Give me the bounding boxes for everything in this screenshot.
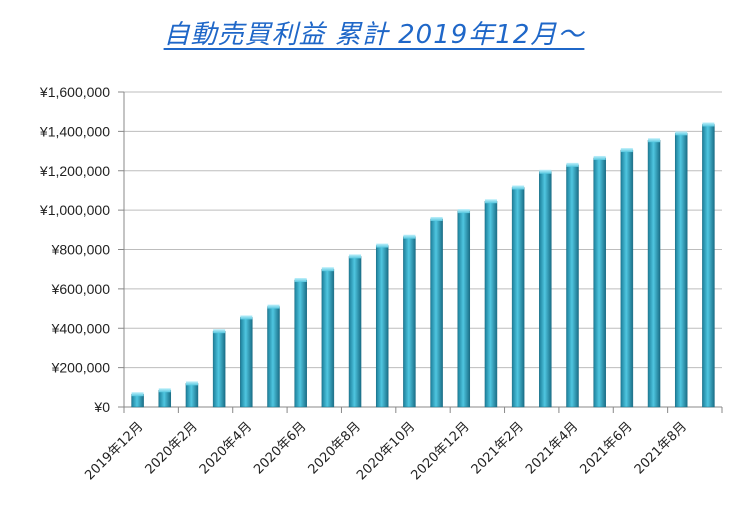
y-tick-label: ¥600,000 bbox=[51, 281, 111, 297]
y-tick-label: ¥0 bbox=[93, 399, 110, 415]
bar bbox=[702, 124, 715, 408]
bar-cap bbox=[484, 199, 497, 204]
bar-cap bbox=[294, 278, 307, 283]
bar bbox=[457, 210, 471, 408]
x-tick-label: 2020年2月 bbox=[143, 419, 201, 477]
bar bbox=[348, 256, 362, 408]
bar-cap bbox=[512, 185, 525, 190]
bar bbox=[620, 149, 634, 408]
y-tick-label: ¥1,400,000 bbox=[39, 123, 110, 139]
y-tick-label: ¥1,000,000 bbox=[39, 202, 110, 218]
x-tick-label: 2021年2月 bbox=[469, 419, 527, 477]
bars bbox=[131, 122, 715, 408]
bar-cap bbox=[213, 329, 226, 334]
x-tick-label: 2021年6月 bbox=[577, 419, 635, 477]
bar-cap bbox=[648, 138, 661, 143]
bar bbox=[403, 236, 416, 408]
bar bbox=[294, 279, 307, 408]
bar-cap bbox=[430, 216, 443, 221]
bar bbox=[185, 383, 199, 408]
chart-title: 自動売買利益 累計 2019年12月～ bbox=[163, 20, 585, 50]
bar-cap bbox=[593, 155, 606, 160]
bar bbox=[566, 164, 579, 408]
bar bbox=[267, 306, 280, 408]
bar-cap bbox=[403, 234, 416, 239]
bar bbox=[593, 157, 606, 408]
bar bbox=[484, 201, 498, 408]
bar-cap bbox=[675, 131, 688, 136]
bar bbox=[375, 245, 389, 408]
x-tick-label: 2020年4月 bbox=[197, 419, 255, 477]
y-tick-label: ¥1,600,000 bbox=[39, 84, 110, 100]
bar-cap bbox=[702, 122, 715, 127]
x-tick-label: 2020年12月 bbox=[409, 419, 473, 483]
bar bbox=[240, 317, 253, 408]
x-tick-label: 2020年8月 bbox=[306, 419, 364, 477]
bar-cap bbox=[158, 388, 171, 393]
x-tick-label: 2021年8月 bbox=[632, 419, 690, 477]
bar-cap bbox=[349, 254, 362, 259]
bar-cap bbox=[566, 162, 579, 167]
bar bbox=[212, 330, 226, 408]
bar-cap bbox=[539, 169, 552, 174]
bar bbox=[511, 187, 525, 408]
bar bbox=[647, 139, 661, 408]
y-tick-label: ¥400,000 bbox=[51, 320, 111, 336]
bar-cap bbox=[376, 243, 389, 248]
bar bbox=[158, 390, 172, 408]
x-tick-label: 2021年4月 bbox=[523, 419, 581, 477]
y-tick-label: ¥200,000 bbox=[51, 360, 111, 376]
bar-cap bbox=[620, 148, 633, 153]
y-axis-labels: ¥0 ¥200,000 ¥400,000 ¥600,000 ¥800,000 ¥1,000… bbox=[39, 84, 110, 415]
x-tick-label: 2019年12月 bbox=[82, 419, 146, 483]
bar-cap bbox=[131, 392, 144, 397]
x-tick-label: 2020年6月 bbox=[251, 419, 309, 477]
bar-cap bbox=[185, 381, 198, 386]
bar-cap bbox=[321, 267, 334, 272]
bar bbox=[321, 268, 335, 408]
bar bbox=[430, 218, 443, 408]
bar bbox=[539, 171, 552, 408]
bar-cap bbox=[240, 315, 253, 320]
y-tick-label: ¥1,200,000 bbox=[39, 163, 110, 179]
y-tick-label: ¥800,000 bbox=[51, 242, 111, 258]
bar-cap bbox=[457, 209, 470, 214]
bar bbox=[674, 133, 688, 408]
bar-cap bbox=[267, 304, 280, 309]
